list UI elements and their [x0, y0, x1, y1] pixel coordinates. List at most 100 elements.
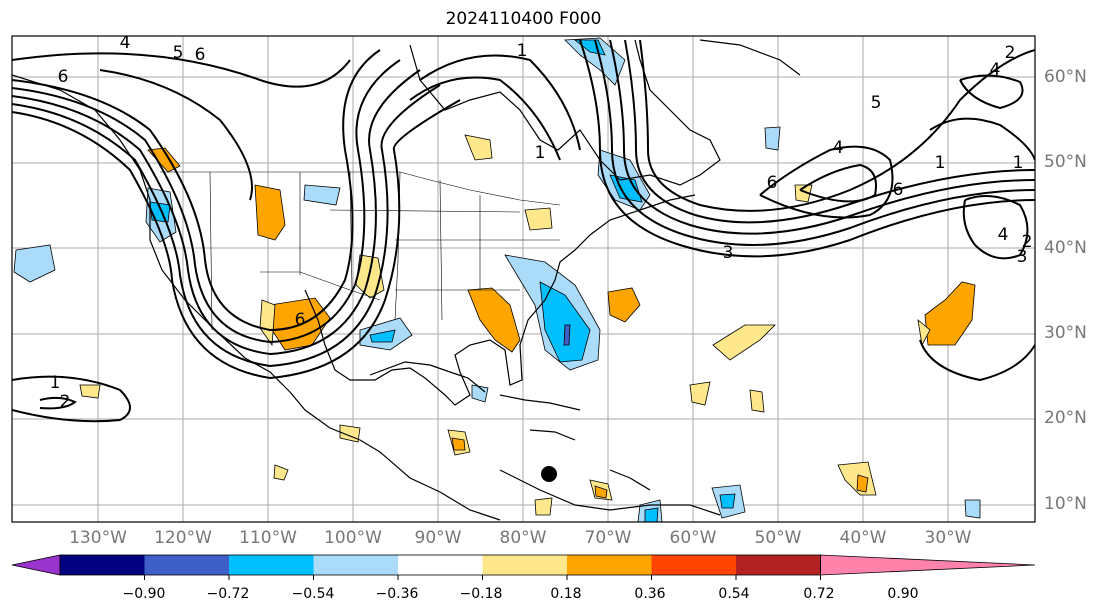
colorbar-tick-label: −0.54 — [291, 586, 335, 602]
colorbar-segment — [567, 555, 652, 575]
contour-line — [579, 39, 1035, 258]
anomaly-patch — [924, 281, 976, 346]
contour-line — [962, 195, 1029, 260]
contour-label: 1 — [1013, 153, 1024, 173]
anomaly-patch — [719, 493, 736, 509]
colorbar-segment — [482, 555, 567, 575]
anomaly-patch — [303, 184, 341, 206]
contour-line — [609, 39, 1035, 235]
colorbar-segment — [398, 555, 483, 575]
colorbar-segment — [229, 555, 314, 575]
anomaly-patch — [471, 384, 489, 403]
contour-line — [12, 52, 351, 88]
lon-label-60w: 60°W — [669, 528, 717, 548]
coastline — [499, 469, 721, 516]
colorbar-tick-label: 0.54 — [718, 586, 750, 602]
anomaly-patch — [539, 281, 591, 363]
lon-label-90w: 90°W — [414, 528, 462, 548]
coastline — [369, 361, 486, 393]
anomaly-patch — [917, 319, 931, 347]
anomaly-patch — [644, 507, 659, 522]
anomaly-patch — [964, 499, 981, 519]
coastline — [12, 74, 501, 521]
coastlines — [12, 39, 801, 521]
colorbar-segment — [736, 555, 821, 575]
contour-label: 1 — [935, 153, 946, 173]
anomaly-patch — [273, 464, 289, 481]
contour-line — [624, 39, 1035, 224]
contour-label: 6 — [893, 180, 904, 200]
lon-label-40w: 40°W — [839, 528, 887, 548]
anomaly-patch — [464, 134, 493, 161]
colorbar-segment — [651, 555, 736, 575]
lat-label-40n: 40°N — [1044, 238, 1087, 258]
contour-line — [594, 39, 1035, 246]
storm-center-marker — [541, 466, 557, 482]
contour-label: 6 — [58, 67, 69, 87]
colorbar-segment — [144, 555, 229, 575]
contour-label: 1 — [50, 373, 61, 393]
contour-label: 3 — [1017, 247, 1028, 267]
anomaly-patch — [563, 324, 571, 346]
coastline — [609, 469, 651, 491]
contour-label: 2 — [1005, 43, 1016, 63]
colorbar-outline — [59, 554, 821, 576]
colorbar-tick-label: −0.36 — [375, 586, 419, 602]
coastline — [699, 39, 801, 76]
contour-label: 4 — [120, 33, 131, 53]
coastline — [304, 194, 696, 406]
anomaly-patch — [259, 299, 276, 347]
colorbar-arrow-low — [11, 554, 61, 576]
contour-label: 1 — [535, 143, 546, 163]
lon-label-50w: 50°W — [754, 528, 802, 548]
contour-line — [409, 76, 561, 161]
contour-label: 6 — [195, 45, 206, 65]
colorbar-segment — [60, 555, 145, 575]
contour-label: 6 — [767, 173, 778, 193]
lat-label-30n: 30°N — [1044, 323, 1087, 343]
contour-line — [419, 54, 581, 151]
colorbar-tick-label: −0.90 — [122, 586, 166, 602]
lon-label-30w: 30°W — [924, 528, 972, 548]
contour-line — [759, 145, 894, 219]
anomaly-patch — [149, 201, 171, 223]
lon-label-110w: 110°W — [239, 528, 297, 548]
contour-line — [959, 74, 1024, 110]
contour-line — [919, 339, 1035, 382]
coastline — [409, 39, 721, 186]
anomaly-fills — [13, 37, 981, 522]
contour-line — [12, 59, 401, 344]
coastline — [529, 429, 576, 441]
contour-line — [12, 99, 461, 380]
contour-label: 4 — [990, 60, 1001, 80]
anomaly-patch — [594, 485, 608, 499]
colorbar-arrow-high — [820, 554, 1036, 576]
colorbar-tick-label: −0.72 — [206, 586, 250, 602]
anomaly-patch — [856, 474, 869, 493]
contour-line — [12, 49, 381, 332]
contour-line — [99, 69, 253, 201]
colorbar-tick-label: 0.72 — [803, 586, 835, 602]
map-border — [11, 35, 1036, 523]
contour-label: 2 — [60, 392, 71, 412]
anomaly-patch — [79, 384, 101, 399]
contour-line — [39, 396, 77, 410]
contour-line — [639, 39, 1035, 212]
colorbar-segment — [313, 555, 398, 575]
border-line — [209, 171, 213, 331]
border-line — [329, 209, 521, 213]
contour-line — [12, 375, 131, 423]
lat-label-60n: 60°N — [1044, 67, 1087, 87]
anomaly-patch — [607, 287, 641, 323]
contour-line — [12, 84, 441, 368]
map-title: 2024110400 F000 — [445, 9, 602, 29]
anomaly-patch — [451, 437, 466, 451]
anomaly-patch — [467, 287, 521, 353]
lon-label-80w: 80°W — [499, 528, 547, 548]
height-contours — [12, 39, 1035, 423]
anomaly-patch — [524, 207, 553, 231]
contour-label: 5 — [173, 43, 184, 63]
coastline — [499, 394, 581, 411]
